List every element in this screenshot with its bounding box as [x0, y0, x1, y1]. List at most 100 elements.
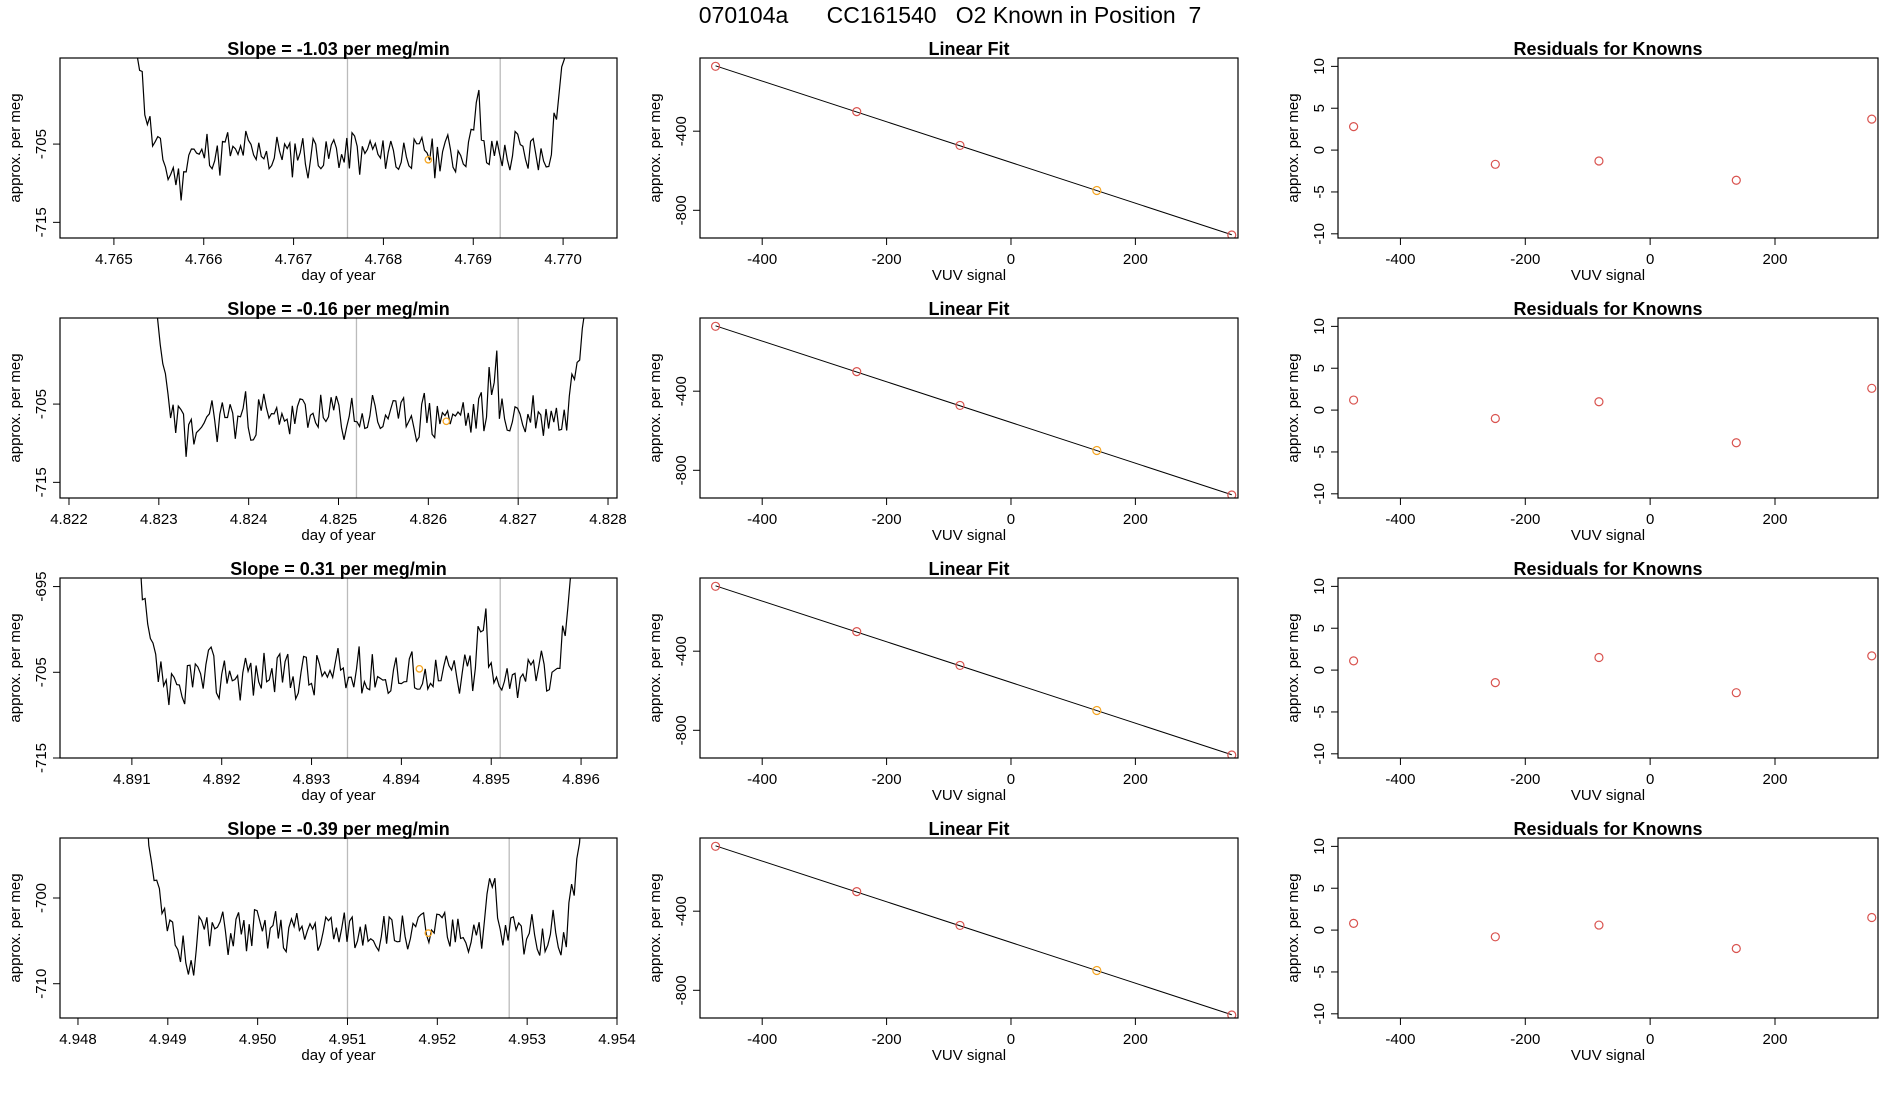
x-tick-label: 0 — [1007, 251, 1015, 268]
fit-point — [955, 920, 965, 931]
x-tick-label: 4.768 — [365, 251, 403, 268]
fit-point — [1227, 490, 1237, 498]
plot-area — [710, 841, 1237, 1018]
x-tick-label: 4.766 — [185, 251, 223, 268]
x-tick-label: 4.825 — [320, 511, 358, 528]
y-tick-label: -10 — [1311, 483, 1328, 505]
fit-point — [1227, 230, 1237, 238]
series-panel-1: Slope = -1.03 per meg/min 4.765 4.766 4.767… — [7, 39, 618, 284]
residual-point — [1731, 943, 1741, 954]
plot-area — [710, 581, 1237, 758]
residuals-panel-4: Residuals for Knowns -400 -200 0 200 10 5 0 -5 -1… — [1285, 819, 1879, 1064]
residual-point — [1490, 932, 1500, 942]
residuals-panel-1: Residuals for Knowns -400 -200 0 200 10 5 0 -5 -1… — [1285, 39, 1879, 284]
x-axis-label: day of year — [301, 787, 375, 804]
series-panel-3: Slope = 0.31 per meg/min 4.891 4.892 4.893 4… — [7, 559, 618, 804]
y-tick-label: -800 — [673, 195, 690, 225]
x-tick-label: -200 — [1510, 251, 1540, 268]
y-tick-label: 5 — [1311, 884, 1328, 892]
fit-point — [955, 140, 965, 151]
y-axis-label: approx. per meg — [647, 353, 664, 462]
plot-area — [156, 318, 585, 498]
y-axis-label: approx. per meg — [647, 93, 664, 202]
residual-point — [1349, 918, 1359, 928]
y-axis-label: approx. per meg — [647, 613, 664, 722]
x-axis-label: VUV signal — [1571, 787, 1645, 804]
y-tick-label: -715 — [33, 467, 50, 497]
x-tick-label: 4.894 — [383, 771, 421, 788]
y-tick-label: -5 — [1311, 965, 1328, 978]
plot-area — [1349, 114, 1877, 185]
residual-point — [1867, 651, 1877, 661]
x-tick-label: 4.828 — [589, 511, 627, 528]
fit-line — [715, 65, 1232, 236]
x-tick-label: -200 — [872, 251, 902, 268]
fit-panel-4: Linear Fit -400 -200 0 200 -400 -800 VUV signal… — [647, 819, 1239, 1064]
y-axis-label: approx. per meg — [647, 873, 664, 982]
residual-point — [1867, 383, 1877, 393]
x-axis-label: VUV signal — [1571, 1047, 1645, 1064]
y-tick-label: 10 — [1311, 838, 1328, 855]
panel-title: Slope = 0.31 per meg/min — [230, 559, 447, 579]
x-tick-label: 4.765 — [95, 251, 133, 268]
residual-point — [1731, 175, 1741, 185]
plot-frame — [1337, 577, 1879, 759]
y-tick-label: -705 — [33, 129, 50, 159]
plot-frame — [699, 57, 1239, 239]
y-tick-label: -705 — [33, 657, 50, 687]
residuals-panel-3: Residuals for Knowns -400 -200 0 200 10 5 0 -5 -1… — [1285, 559, 1879, 804]
x-tick-label: -200 — [872, 771, 902, 788]
x-tick-label: 4.823 — [140, 511, 178, 528]
panel-title: Residuals for Knowns — [1513, 39, 1702, 59]
y-tick-label: -800 — [673, 975, 690, 1005]
x-tick-label: 4.950 — [239, 1031, 277, 1048]
x-tick-label: 0 — [1007, 771, 1015, 788]
x-tick-label: 4.893 — [293, 771, 331, 788]
y-tick-label: -400 — [673, 116, 690, 146]
y-axis-label: approx. per meg — [1285, 873, 1302, 982]
plot-frame — [699, 317, 1239, 499]
y-tick-label: -800 — [673, 455, 690, 485]
fit-point — [710, 581, 721, 591]
known-sample-point — [424, 155, 433, 164]
x-tick-label: -400 — [1385, 251, 1415, 268]
y-tick-label: -400 — [673, 896, 690, 926]
panel-title: Slope = -1.03 per meg/min — [227, 39, 450, 59]
plot-area — [1349, 912, 1877, 954]
panel-title: Linear Fit — [928, 819, 1009, 839]
x-tick-label: -400 — [1385, 511, 1415, 528]
residual-point — [1731, 688, 1741, 698]
plot-frame — [59, 317, 618, 499]
x-tick-label: 4.826 — [410, 511, 448, 528]
plot-frame — [59, 837, 618, 1019]
y-tick-label: -5 — [1311, 185, 1328, 198]
fit-point — [1092, 705, 1102, 716]
known-sample-point — [415, 665, 424, 673]
plot-frame — [1337, 837, 1879, 1019]
x-tick-label: -200 — [1510, 511, 1540, 528]
plot-area — [140, 578, 571, 758]
y-tick-label: 5 — [1311, 624, 1328, 632]
y-tick-label: 0 — [1311, 926, 1328, 934]
y-axis-label: approx. per meg — [1285, 353, 1302, 462]
x-tick-label: 0 — [1646, 511, 1654, 528]
panel-title: Slope = -0.39 per meg/min — [227, 819, 450, 839]
plot-frame — [699, 577, 1239, 759]
residual-point — [1867, 114, 1877, 124]
x-tick-label: 4.767 — [275, 251, 313, 268]
x-tick-label: 200 — [1123, 511, 1148, 528]
known-sample-point — [424, 929, 433, 937]
x-axis-label: VUV signal — [932, 527, 1006, 544]
fit-point — [852, 887, 862, 897]
plot-area — [147, 838, 581, 1018]
x-tick-label: -400 — [1385, 1031, 1415, 1048]
y-tick-label: 10 — [1311, 318, 1328, 335]
y-tick-label: 0 — [1311, 146, 1328, 154]
y-axis-label: approx. per meg — [7, 93, 24, 202]
series-panel-2: Slope = -0.16 per meg/min 4.822 4.823 4.824… — [7, 299, 627, 544]
fit-point — [710, 841, 721, 851]
y-tick-label: 5 — [1311, 364, 1328, 372]
plot-frame — [59, 577, 618, 759]
y-tick-label: -700 — [33, 883, 50, 913]
